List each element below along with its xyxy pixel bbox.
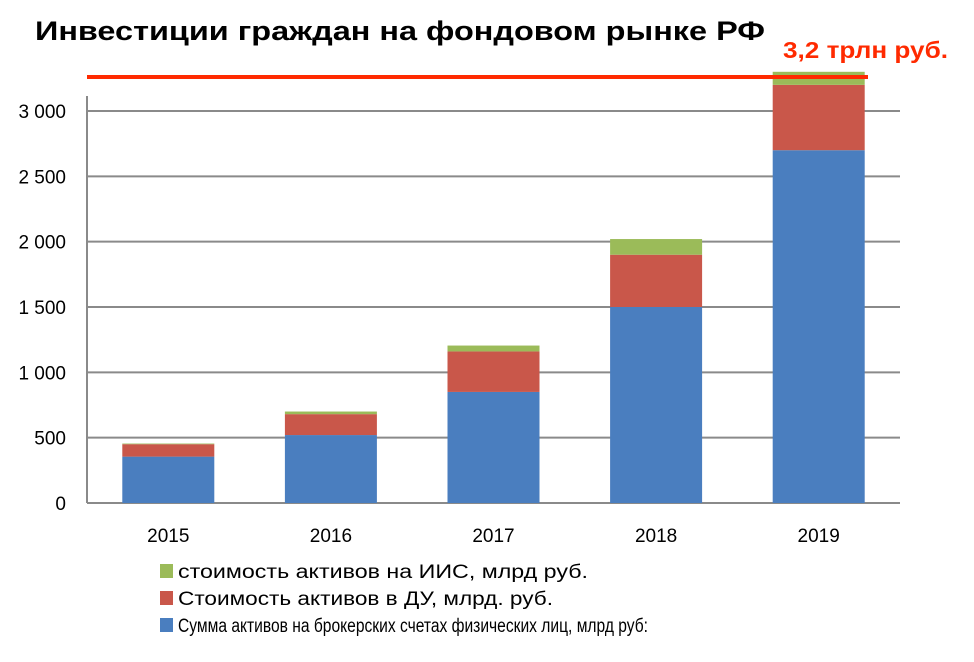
y-tick-label: 1 000 xyxy=(18,363,66,384)
bar-segment-2015-1 xyxy=(122,444,215,457)
x-tick-label: 2017 xyxy=(472,526,514,547)
bar-segment-2015-0 xyxy=(122,456,215,503)
y-tick-label: 500 xyxy=(34,429,66,450)
y-tick-label: 1 500 xyxy=(18,298,66,319)
legend-swatch xyxy=(160,618,173,632)
y-tick-label: 0 xyxy=(55,494,66,515)
legend-swatch xyxy=(160,564,173,578)
x-tick-label: 2019 xyxy=(798,526,840,547)
bar-segment-2016-1 xyxy=(284,414,377,436)
y-tick-label: 3 000 xyxy=(18,102,66,123)
y-tick-label: 2 000 xyxy=(18,233,66,254)
x-tick-label: 2018 xyxy=(635,526,677,547)
bar-segment-2016-2 xyxy=(284,411,377,415)
y-tick-label: 2 500 xyxy=(18,167,66,188)
x-tick-label: 2015 xyxy=(147,526,189,547)
chart-title: Инвестиции граждан на фондовом рынке РФ xyxy=(35,16,765,46)
bar-segment-2015-2 xyxy=(122,443,215,445)
bar-segment-2017-0 xyxy=(447,391,540,503)
bar-segment-2018-0 xyxy=(610,307,703,503)
bar-segment-2016-0 xyxy=(284,435,377,503)
x-tick-label: 2016 xyxy=(310,526,352,547)
bar-segment-2017-2 xyxy=(447,345,540,352)
bar-segment-2018-2 xyxy=(610,239,703,255)
annotation-label: 3,2 трлн руб. xyxy=(783,37,948,63)
legend-label: Стоимость активов в ДУ, млрд. руб. xyxy=(178,589,553,610)
bar-segment-2017-1 xyxy=(447,351,540,392)
legend-label: Сумма активов на брокерских счетах физич… xyxy=(178,616,648,637)
bar-segment-2018-1 xyxy=(610,254,703,307)
legend-swatch xyxy=(160,591,173,605)
legend-label: стоимость активов на ИИС, млрд руб. xyxy=(178,562,588,583)
bar-segment-2019-0 xyxy=(772,150,865,503)
bar-segment-2019-1 xyxy=(772,84,865,151)
